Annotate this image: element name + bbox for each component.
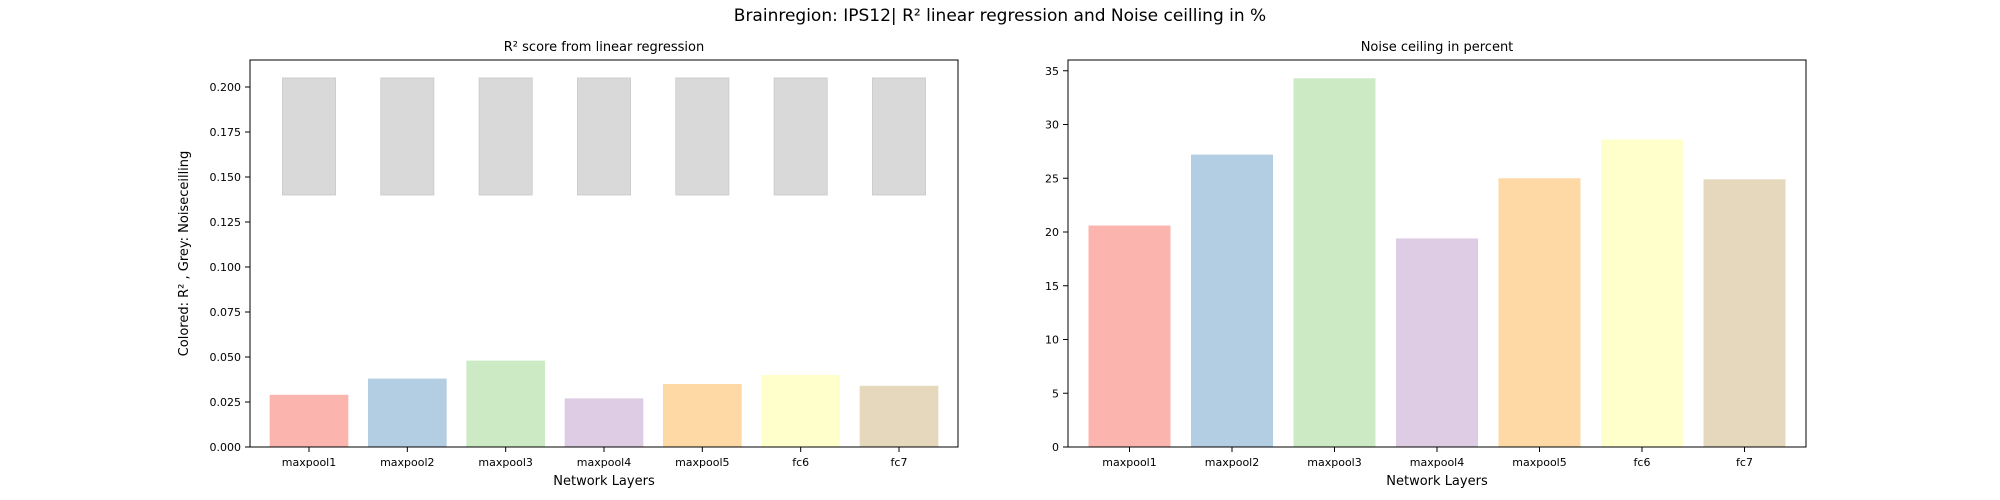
chart1-noise-range-1 <box>282 77 336 196</box>
chart1-bar-5 <box>663 384 742 447</box>
chart2-bar-7 <box>1703 179 1786 447</box>
chart2-ytick-label-8: 35 <box>1045 65 1059 78</box>
chart1-title: R² score from linear regression <box>504 40 704 55</box>
chart2-xtick-label-1: maxpool1 <box>1102 456 1156 469</box>
chart1-xtick-label-5: maxpool5 <box>675 456 729 469</box>
chart1-xtick-label-4: maxpool4 <box>577 456 631 469</box>
chart2-bar-2 <box>1191 154 1273 447</box>
chart1-noise-range-7 <box>872 77 926 196</box>
chart2-ytick-label-1: 0 <box>1052 441 1059 454</box>
chart2-ytick-label-3: 10 <box>1045 334 1059 347</box>
chart1-noise-range-2 <box>380 77 435 196</box>
chart1-noise-range-4 <box>577 77 631 196</box>
chart2-xtick-label-7: fc7 <box>1736 456 1753 469</box>
chart1-ytick-label-4: 0.075 <box>210 306 242 319</box>
chart1-xlabel: Network Layers <box>553 474 655 489</box>
chart2-xtick-label-3: maxpool3 <box>1307 456 1361 469</box>
chart2-xtick-label-6: fc6 <box>1634 456 1651 469</box>
chart1-ytick-label-6: 0.125 <box>210 216 242 229</box>
chart2-xtick-label-5: maxpool5 <box>1512 456 1566 469</box>
chart1-xtick-label-6: fc6 <box>792 456 809 469</box>
chart2-title: Noise ceiling in percent <box>1361 40 1514 55</box>
chart1-noise-range-5 <box>675 77 730 196</box>
chart2-bar-6 <box>1601 139 1683 448</box>
chart1-noise-range-3 <box>478 77 533 196</box>
chart2-xtick-label-4: maxpool4 <box>1410 456 1464 469</box>
chart2-xtick-label-2: maxpool2 <box>1205 456 1259 469</box>
chart1-bar-1 <box>269 394 349 447</box>
chart1-bar-2 <box>368 378 447 447</box>
chart2-bar-5 <box>1498 178 1581 447</box>
chart1-xtick-label-1: maxpool1 <box>282 456 336 469</box>
chart1-xtick-label-2: maxpool2 <box>380 456 434 469</box>
chart2-ytick-label-4: 15 <box>1045 280 1059 293</box>
chart1-bar-3 <box>466 360 545 447</box>
chart1-xtick-label-7: fc7 <box>891 456 908 469</box>
chart2-bar-1 <box>1088 225 1171 447</box>
chart2-bar-3 <box>1293 78 1376 448</box>
chart1-ytick-label-2: 0.025 <box>210 396 242 409</box>
chart2-ytick-label-5: 20 <box>1045 226 1059 239</box>
chart1-ytick-label-9: 0.200 <box>210 81 242 94</box>
chart2-ytick-label-6: 25 <box>1045 172 1059 185</box>
chart1-bar-7 <box>859 385 939 447</box>
chart1-ytick-label-3: 0.050 <box>210 351 242 364</box>
chart2-xlabel: Network Layers <box>1386 474 1488 489</box>
chart1-xtick-label-3: maxpool3 <box>478 456 532 469</box>
chart1-ytick-label-5: 0.100 <box>210 261 242 274</box>
chart1-ytick-label-7: 0.150 <box>210 171 242 184</box>
chart1-ytick-label-1: 0.000 <box>210 441 242 454</box>
chart2-bar-4 <box>1396 238 1478 447</box>
chart2-ytick-label-7: 30 <box>1045 119 1059 132</box>
chart1-bar-6 <box>761 375 840 447</box>
chart1-ytick-label-8: 0.175 <box>210 126 242 139</box>
chart1-noise-range-6 <box>773 77 828 196</box>
chart1-ylabel: Colored: R² , Grey: Noiseceilling <box>177 151 192 357</box>
chart1-bar-4 <box>564 398 644 447</box>
figure-title: Brainregion: IPS12| R² linear regression… <box>733 6 1267 26</box>
chart2-ytick-label-2: 5 <box>1052 387 1059 400</box>
